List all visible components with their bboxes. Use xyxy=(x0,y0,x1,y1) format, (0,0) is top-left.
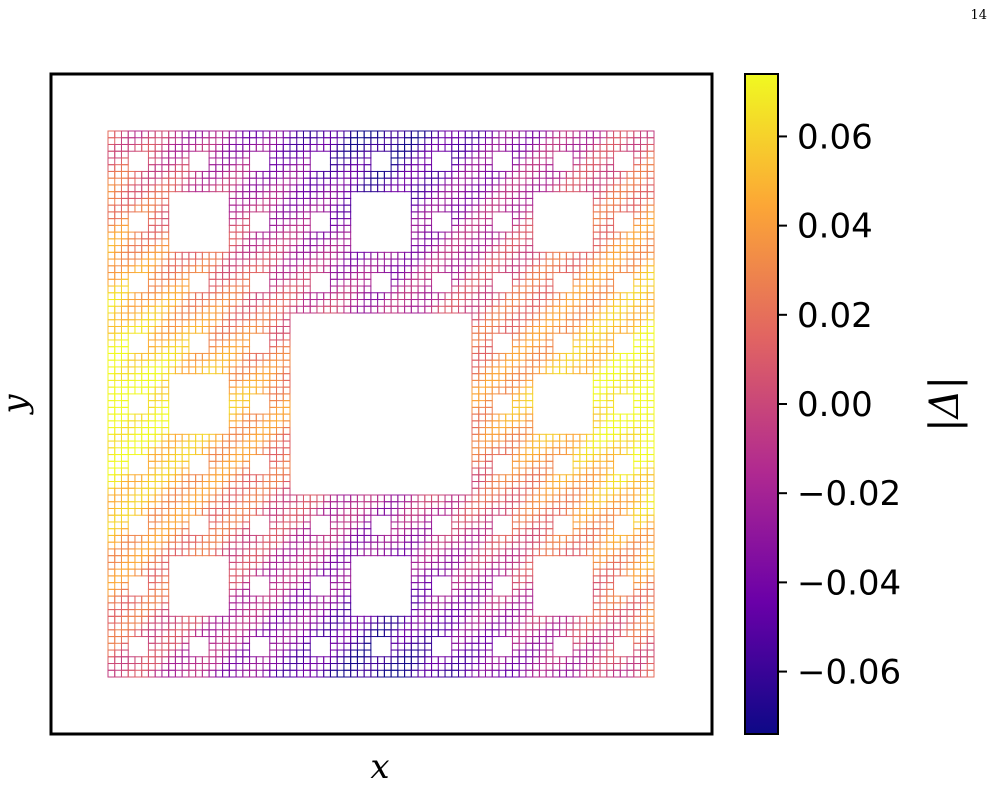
x-axis-label: x xyxy=(370,747,389,787)
colorbar-tick-label: 0.04 xyxy=(797,207,873,247)
plot-frame xyxy=(49,72,714,736)
plot-background xyxy=(51,74,712,734)
colorbar-gradient xyxy=(745,74,778,734)
colorbar-tick-label: −0.06 xyxy=(797,653,901,693)
colorbar-ticks: −0.06 −0.04 −0.02 0.00 0.02 0.04 0.06 xyxy=(778,117,901,693)
colorbar: −0.06 −0.04 −0.02 0.00 0.02 0.04 0.06 |Δ| xyxy=(744,73,968,735)
y-axis-label: y xyxy=(0,394,35,416)
colorbar-tick-label: −0.04 xyxy=(797,563,901,603)
colorbar-tick-label: 0.02 xyxy=(797,296,873,336)
page-number: 14 xyxy=(970,8,987,23)
fractal-carpet xyxy=(107,130,655,678)
main-plot xyxy=(49,72,714,736)
colorbar-tick-label: 0.06 xyxy=(797,117,873,157)
colorbar-tick-label: −0.02 xyxy=(797,474,901,514)
fractal-cell xyxy=(646,669,655,678)
colorbar-tick-label: 0.00 xyxy=(797,385,873,425)
colorbar-label: |Δ| xyxy=(922,376,968,432)
